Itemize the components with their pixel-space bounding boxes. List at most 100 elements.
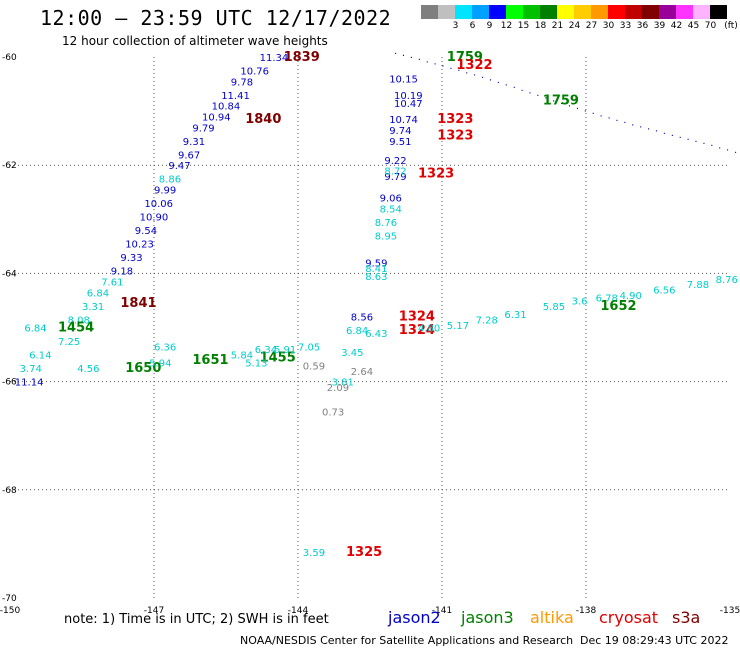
track-mark: · [473, 71, 476, 82]
wave-height-value: 9.33 [120, 253, 142, 264]
track-mark: · [726, 146, 729, 157]
wave-height-value: 8.72 [384, 167, 406, 178]
track-mark: · [734, 148, 737, 159]
wave-height-value: 6.31 [504, 310, 526, 321]
track-mark: · [710, 141, 713, 152]
wave-height-value: 3.31 [82, 302, 104, 313]
wave-height-value: 10.19 [394, 91, 423, 102]
lat-tick-label: -70 [2, 594, 17, 604]
track-mark: · [481, 73, 484, 84]
time-label: 1323 [437, 112, 473, 127]
wave-height-value: 3.74 [20, 364, 42, 375]
track-mark: · [615, 116, 618, 127]
wave-height-value: 10.84 [212, 102, 241, 113]
track-mark: · [647, 125, 650, 136]
track-mark: · [394, 49, 397, 60]
legend-label: 42 [670, 21, 683, 31]
track-mark: · [592, 109, 595, 120]
time-label: 1322 [456, 58, 492, 73]
wave-height-value: 10.90 [140, 213, 169, 224]
wave-height-value: 8.63 [365, 272, 387, 283]
wave-height-value: 2.64 [351, 367, 373, 378]
track-mark: · [623, 118, 626, 129]
wave-height-value: 8.56 [351, 313, 373, 324]
wave-height-value: 8.08 [68, 315, 90, 326]
wave-height-value: 11.14 [15, 378, 44, 389]
track-mark: · [663, 129, 666, 140]
track-mark: · [465, 68, 468, 79]
lon-tick-label: -144 [288, 606, 309, 616]
time-label: 1840 [245, 112, 281, 127]
time-label: 1323 [418, 166, 454, 181]
time-label: 1841 [120, 296, 156, 311]
track-mark: · [576, 104, 579, 115]
wave-height-value: 7.05 [298, 342, 320, 353]
wave-height-value: 10.74 [389, 115, 418, 126]
track-mark: · [520, 86, 523, 97]
wave-height-value: 7.61 [101, 278, 123, 289]
time-label: 1652 [600, 299, 636, 314]
legend-swatch [676, 5, 693, 19]
legend-label: 21 [551, 21, 564, 31]
legend-swatch [506, 5, 523, 19]
wave-height-value: 4.56 [77, 364, 99, 375]
wave-height-value: 8.86 [159, 175, 181, 186]
legend-label: 18 [534, 21, 547, 31]
wave-height-value: 8.95 [375, 232, 397, 243]
wave-height-value: 9.51 [389, 137, 411, 148]
wave-height-value: 9.47 [168, 161, 190, 172]
legend-label: 30 [602, 21, 615, 31]
wave-height-value: 8.41 [365, 264, 387, 275]
legend-label: 36 [636, 21, 649, 31]
wave-height-value: 9.79 [192, 123, 214, 134]
wave-height-value: 4.90 [620, 291, 642, 302]
legend-swatch [540, 5, 557, 19]
wave-height-value: 9.74 [389, 126, 411, 137]
wave-height-value: 9.06 [380, 194, 402, 205]
time-label: 1651 [192, 353, 228, 368]
wave-height-value: 9.79 [384, 172, 406, 183]
legend-label: 6 [469, 21, 476, 31]
wave-height-value: 5.91 [274, 345, 296, 356]
track-mark: · [600, 111, 603, 122]
page-title: 12:00 – 23:59 UTC 12/17/2022 [40, 6, 392, 30]
legend-label: 9 [486, 21, 493, 31]
legend-swatch [421, 5, 438, 19]
legend-label: 39 [653, 21, 666, 31]
track-mark: · [718, 143, 721, 154]
satellite-legend-jason3: jason3 [461, 608, 514, 627]
wave-height-value: 6.43 [365, 329, 387, 340]
track-mark: · [528, 88, 531, 99]
wave-height-value: 2.09 [327, 383, 349, 394]
track-mark: · [418, 55, 421, 66]
track-mark: · [544, 94, 547, 105]
wave-height-value: 9.67 [178, 150, 200, 161]
track-mark: · [426, 57, 429, 68]
wave-height-value: 6.14 [29, 351, 51, 362]
legend-unit: (ft) [724, 21, 738, 31]
wave-height-value: 10.06 [144, 199, 173, 210]
track-mark: · [457, 66, 460, 77]
lon-tick-label: -150 [0, 606, 20, 616]
legend-label: 27 [585, 21, 598, 31]
track-mark: · [441, 62, 444, 73]
wave-height-value: 7.88 [687, 280, 709, 291]
wave-height-value: 6.36 [154, 342, 176, 353]
time-label: 1455 [260, 350, 296, 365]
time-label: 1650 [125, 361, 161, 376]
satellite-legend-s3a: s3a [672, 608, 701, 627]
lat-tick-label: -68 [2, 486, 17, 496]
legend-swatch [574, 5, 591, 19]
legend-label: 24 [568, 21, 581, 31]
wave-height-value: 6.84 [346, 326, 368, 337]
track-mark: · [410, 53, 413, 64]
track-mark: · [607, 114, 610, 125]
track-mark: · [679, 133, 682, 144]
track-mark: · [671, 131, 674, 142]
credit-text: NOAA/NESDIS Center for Satellite Applica… [240, 634, 574, 647]
legend-swatch [710, 5, 727, 19]
wave-height-value: 9.59 [365, 259, 387, 270]
wave-height-value: 10.23 [125, 240, 154, 251]
legend-swatch [455, 5, 472, 19]
legend-swatch [489, 5, 506, 19]
